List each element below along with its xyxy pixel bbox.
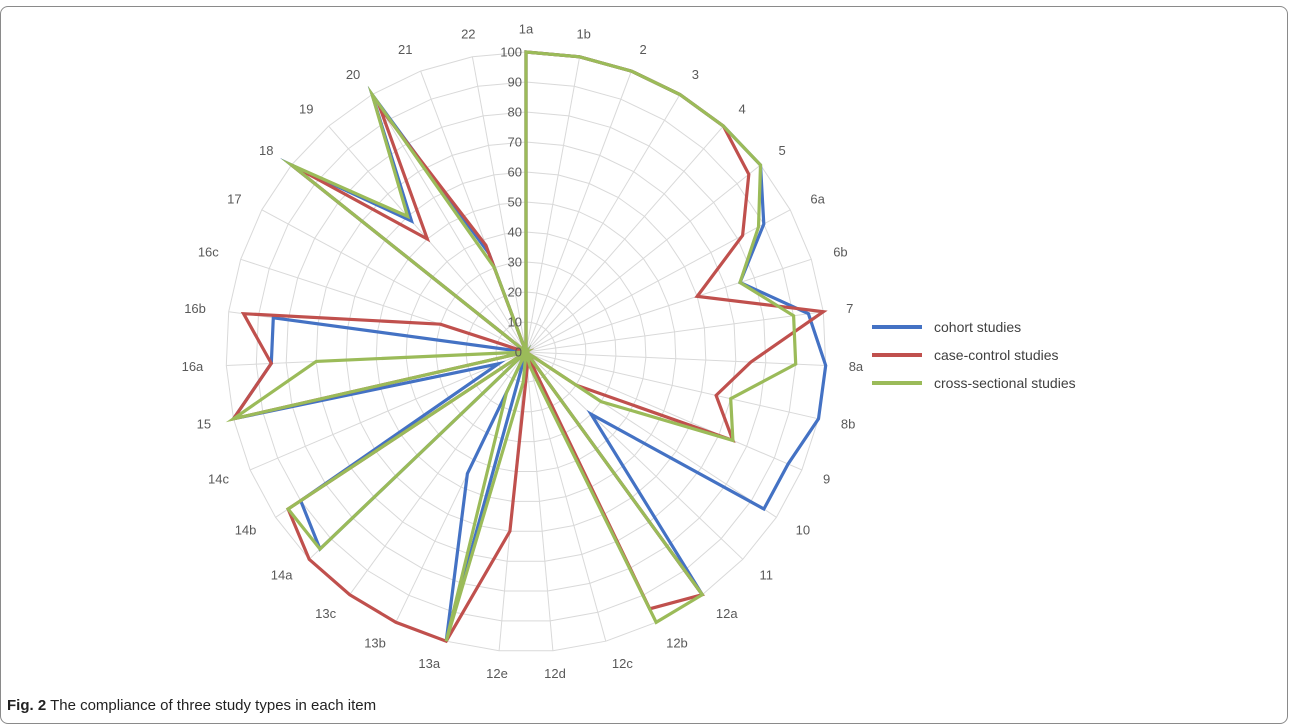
category-label-17: 17 <box>227 191 241 206</box>
category-label-8a: 8a <box>849 359 864 374</box>
legend-label-cross-sectional: cross-sectional studies <box>934 375 1076 391</box>
category-label-7: 7 <box>846 301 853 316</box>
category-label-8b: 8b <box>841 416 855 431</box>
grid-ring-60 <box>345 171 707 532</box>
grid-ring-40 <box>405 231 647 472</box>
tick-label-100: 100 <box>500 45 522 60</box>
spoke-14c <box>249 351 527 471</box>
series-line-2 <box>225 50 798 642</box>
category-label-1a: 1a <box>519 22 534 37</box>
radial-tick-labels: 0 10 20 30 40 50 60 70 80 90 100 <box>500 45 522 360</box>
grid-ring-30 <box>435 261 617 443</box>
grid-ring-20 <box>465 291 587 413</box>
spoke-13c <box>349 351 527 595</box>
figure-frame <box>0 6 1288 724</box>
category-label-14a: 14a <box>271 568 293 583</box>
category-label-18: 18 <box>259 143 273 158</box>
grid-ring-70 <box>315 141 737 562</box>
spoke-6b <box>525 258 812 353</box>
spoke-20 <box>371 94 527 353</box>
tick-label-10: 10 <box>508 315 522 330</box>
grid-ring-50 <box>375 201 677 502</box>
tick-label-60: 60 <box>508 165 522 180</box>
category-label-12b: 12b <box>666 636 688 651</box>
legend-swatch-case-control <box>872 353 922 357</box>
spoke-4 <box>525 125 724 353</box>
category-label-14b: 14b <box>235 522 257 537</box>
category-label-13b: 13b <box>364 636 386 651</box>
category-label-13c: 13c <box>315 606 336 621</box>
spoke-8a <box>525 351 826 366</box>
tick-label-70: 70 <box>508 135 522 150</box>
tick-label-50: 50 <box>508 195 522 210</box>
spoke-7 <box>525 311 824 353</box>
category-label-2: 2 <box>640 42 647 57</box>
tick-label-30: 30 <box>508 255 522 270</box>
figure-caption-prefix: Fig. 2 <box>7 697 47 714</box>
spoke-1b <box>525 56 581 353</box>
category-label-16b: 16b <box>184 301 206 316</box>
spoke-2 <box>525 70 632 353</box>
spoke-3 <box>525 94 681 353</box>
tick-label-40: 40 <box>508 225 522 240</box>
figure-caption-text: The compliance of three study types in e… <box>50 697 377 714</box>
category-label-3: 3 <box>692 67 699 82</box>
spoke-9 <box>525 351 803 471</box>
spoke-5 <box>525 164 761 353</box>
category-label-20: 20 <box>346 67 360 82</box>
category-label-16a: 16a <box>182 359 204 374</box>
tick-label-90: 90 <box>508 75 522 90</box>
category-label-21: 21 <box>398 42 412 57</box>
category-label-9: 9 <box>823 471 830 486</box>
legend-swatch-cross-sectional <box>872 381 922 385</box>
legend-item-case-control: case-control studies <box>872 341 1076 369</box>
grid-ring-100 <box>225 51 827 652</box>
spoke-11 <box>525 351 744 560</box>
tick-label-20: 20 <box>508 285 522 300</box>
category-labels: 1a 1b 2 3 4 5 6a 6b 7 8a 8b 9 10 11 12a 12b 12c 12d 12e 13a… <box>182 22 864 682</box>
spoke-12c <box>525 351 607 642</box>
spoke-6a <box>525 209 791 353</box>
category-label-4: 4 <box>739 101 746 116</box>
grid-ring-80 <box>285 111 767 592</box>
legend-swatch-cohort <box>872 325 922 329</box>
category-label-13a: 13a <box>418 656 440 671</box>
category-label-6b: 6b <box>833 245 847 260</box>
spoke-22 <box>471 56 527 353</box>
category-label-14c: 14c <box>208 471 229 486</box>
tick-label-0: 0 <box>515 345 522 360</box>
legend-item-cohort: cohort studies <box>872 313 1076 341</box>
legend-label-cohort: cohort studies <box>934 319 1022 335</box>
category-label-22: 22 <box>461 27 475 42</box>
figure-caption: Fig. 2 The compliance of three study typ… <box>7 697 376 714</box>
tick-label-80: 80 <box>508 105 522 120</box>
spoke-17 <box>261 209 527 353</box>
category-label-10: 10 <box>796 522 810 537</box>
legend-item-cross-sectional: cross-sectional studies <box>872 369 1076 397</box>
category-label-19: 19 <box>299 101 313 116</box>
category-label-12c: 12c <box>612 656 633 671</box>
category-label-12e: 12e <box>486 666 508 681</box>
spoke-8b <box>525 351 819 420</box>
spoke-12d <box>525 351 554 651</box>
legend-label-case-control: case-control studies <box>934 347 1059 363</box>
category-label-16c: 16c <box>198 245 219 260</box>
legend: cohort studies case-control studies cros… <box>872 313 1076 397</box>
category-label-6a: 6a <box>810 191 825 206</box>
radar-series-layer <box>225 50 828 644</box>
category-label-5: 5 <box>779 143 786 158</box>
category-label-15: 15 <box>197 416 211 431</box>
category-label-1b: 1b <box>576 27 590 42</box>
category-label-11: 11 <box>760 568 774 583</box>
category-label-12d: 12d <box>544 666 566 681</box>
category-label-12a: 12a <box>716 606 738 621</box>
